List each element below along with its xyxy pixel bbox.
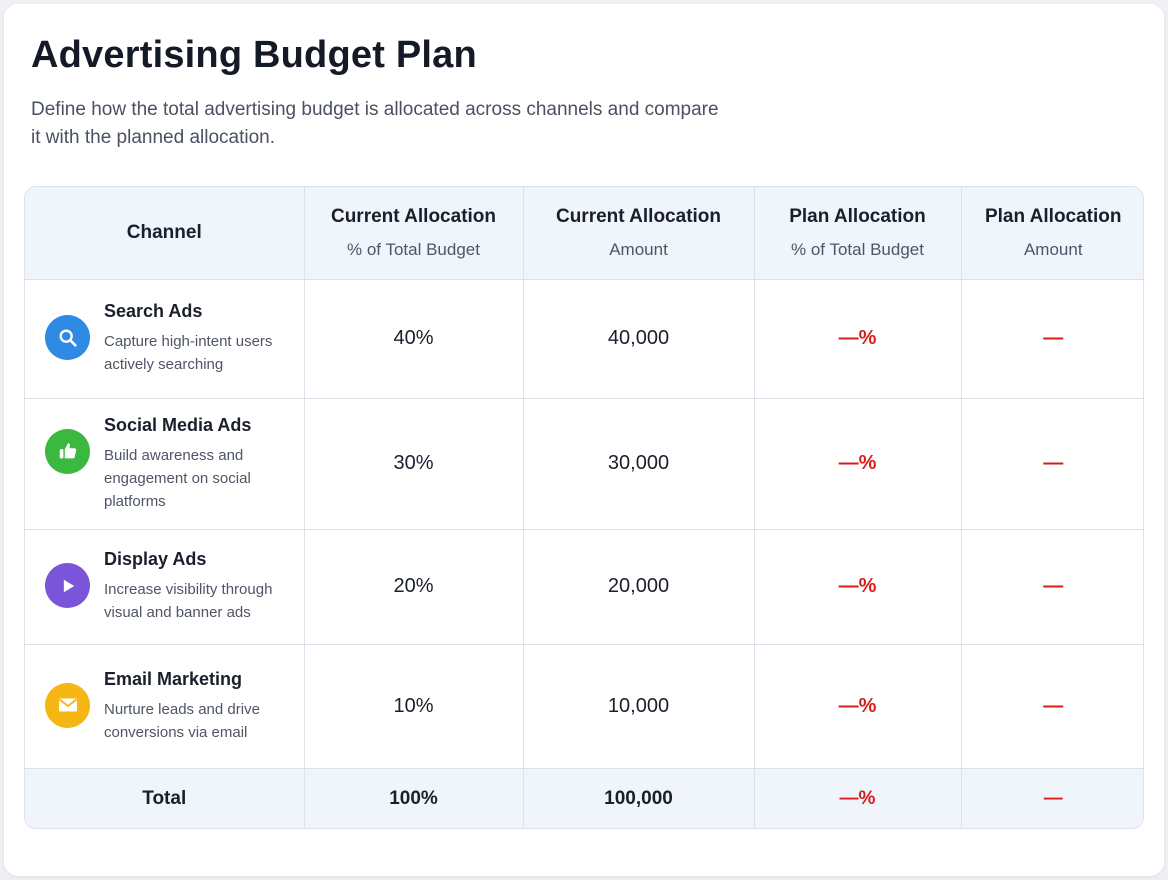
column-header-sublabel: % of Total Budget: [791, 239, 924, 259]
plan-amount-cell[interactable]: —: [961, 529, 1143, 645]
column-header-sublabel: % of Total Budget: [347, 239, 480, 259]
total-plan-pct: —%: [754, 768, 962, 828]
plan-amount-cell[interactable]: —: [961, 644, 1143, 769]
play-icon: [45, 563, 90, 608]
current-pct-cell: 10%: [304, 644, 524, 769]
column-header-label: Current Allocation: [330, 205, 497, 227]
channel-cell: Social Media Ads Build awareness and eng…: [25, 398, 305, 530]
plan-pct-cell[interactable]: —%: [754, 398, 962, 530]
current-pct-cell: 20%: [304, 529, 524, 645]
current-amount-cell: 30,000: [523, 398, 755, 530]
total-label: Total: [25, 768, 305, 828]
channel-name: Email Marketing: [104, 668, 243, 689]
column-header-label: Current Allocation: [555, 205, 722, 227]
channel-cell: Email Marketing Nurture leads and drive …: [25, 644, 305, 769]
channel-description: Nurture leads and drive conversions via …: [104, 700, 260, 741]
budget-table: Channel Current Allocation % of Total Bu…: [24, 186, 1144, 829]
plan-amount-cell[interactable]: —: [961, 398, 1143, 530]
column-header-label: Plan Allocation: [789, 205, 926, 227]
channel-name: Social Media Ads: [104, 414, 252, 435]
table-row: Social Media Ads Build awareness and eng…: [25, 398, 1143, 530]
column-header-current-pct: Current Allocation % of Total Budget: [304, 187, 524, 280]
channel-cell: Display Ads Increase visibility through …: [25, 529, 305, 645]
column-header-sublabel: Amount: [609, 239, 668, 259]
table-row: Search Ads Capture high-intent users act…: [25, 279, 1143, 399]
column-header-plan-pct: Plan Allocation % of Total Budget: [754, 187, 962, 280]
mail-icon: [45, 682, 90, 728]
plan-pct-cell[interactable]: —%: [754, 279, 962, 399]
page-title: Advertising Budget Plan: [31, 34, 477, 76]
current-pct-cell: 30%: [304, 398, 524, 530]
channel-description: Capture high-intent users actively searc…: [104, 333, 273, 373]
current-amount-cell: 20,000: [523, 529, 755, 645]
table-row: Display Ads Increase visibility through …: [25, 529, 1143, 645]
channel-description: Increase visibility through visual and b…: [104, 581, 273, 621]
column-header-sublabel: Amount: [1023, 239, 1083, 259]
current-pct-cell: 40%: [304, 279, 524, 399]
table-row: Email Marketing Nurture leads and drive …: [25, 644, 1143, 769]
thumbs-up-icon: [45, 428, 90, 474]
channel-description: Build awareness and engagement on social…: [104, 446, 251, 510]
total-plan-amount: —: [1043, 788, 1063, 810]
column-header-plan-amount: Plan Allocation Amount: [961, 187, 1143, 280]
table-header-row: Channel Current Allocation % of Total Bu…: [25, 187, 1143, 280]
column-header-channel: Channel: [25, 187, 305, 280]
search-icon: [45, 315, 90, 360]
total-current-amount: 100,000: [523, 768, 755, 828]
plan-pct-cell[interactable]: —%: [754, 644, 962, 769]
total-current-pct: 100%: [304, 768, 524, 828]
column-header-current-amount: Current Allocation Amount: [523, 187, 755, 280]
budget-card: Advertising Budget Plan Define how the t…: [4, 4, 1164, 876]
column-header-label: Plan Allocation: [984, 205, 1122, 227]
plan-pct-cell[interactable]: —%: [754, 529, 962, 645]
current-amount-cell: 40,000: [523, 279, 755, 399]
current-amount-cell: 10,000: [523, 644, 755, 769]
plan-amount-cell[interactable]: —: [961, 279, 1143, 399]
total-row: Total 100% 100,000 —% —: [25, 768, 1143, 828]
channel-name: Search Ads: [104, 301, 203, 321]
channel-cell: Search Ads Capture high-intent users act…: [25, 279, 305, 399]
column-header-label: Channel: [126, 221, 202, 243]
channel-name: Display Ads: [104, 549, 207, 569]
page-description: Define how the total advertising budget …: [31, 99, 719, 148]
